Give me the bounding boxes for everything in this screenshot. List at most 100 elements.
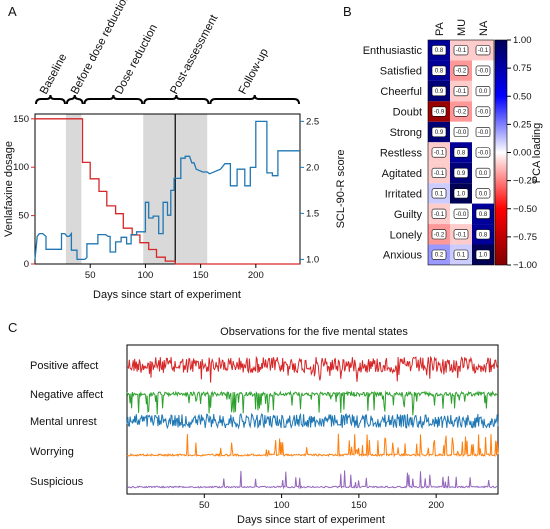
dosage-line: [35, 118, 300, 265]
colorbar-label: PCA loading: [531, 123, 543, 184]
phase-brace-1: [65, 94, 84, 105]
heatmap-cell-box-5-1: [453, 147, 469, 158]
heatmap-row-label-6: Agitated: [382, 168, 422, 180]
a-ytick-left-label-2: 100: [13, 162, 29, 173]
heatmap-cell-box-6-0: [431, 167, 447, 178]
heatmap-cell-box-1-2: [475, 65, 491, 76]
series-label-2: Mental unrest: [30, 416, 97, 428]
a-xtick-label-0: 50: [85, 270, 96, 281]
phase-label-0: Baseline: [38, 52, 69, 97]
heatmap-cell-box-8-0: [431, 208, 447, 219]
panel-c-chart: Observations for the five mental states …: [30, 326, 499, 526]
series-line-3: [126, 433, 499, 458]
a-xtick-label-1: 100: [137, 270, 153, 281]
heatmap-cell-box-1-1: [453, 65, 469, 76]
colorbar-tick-label-6: −0.50: [513, 204, 537, 215]
heatmap-cell-value-4-2: -0.0: [478, 130, 489, 136]
series-line-4: [126, 470, 498, 490]
heatmap-cell-box-0-2: [475, 45, 491, 56]
heatmap-cell-box-4-1: [453, 127, 469, 138]
heatmap-cell-value-8-0: -0.1: [434, 212, 445, 218]
colorbar-tick-label-8: −1.00: [513, 260, 537, 271]
heatmap-cell-value-9-1: -0.1: [456, 232, 467, 238]
heatmap-col-MU: MU: [456, 19, 468, 36]
heatmap-row-label-10: Anxious: [383, 250, 423, 262]
panel-a-ylabel-left: Venlafaxine dosage: [3, 141, 15, 237]
panel-letter-a: A: [8, 4, 17, 19]
colorbar-tick-label-4: 0.00: [513, 148, 532, 159]
heatmap-row-label-9: Lonely: [390, 229, 423, 241]
colorbar-tick-label-0: 1.00: [513, 35, 532, 46]
heatmap-col-PA: PA: [434, 21, 446, 36]
heatmap-cell-box-10-2: [475, 249, 491, 260]
heatmap-cell-box-0-0: [431, 45, 447, 56]
heatmap-cell-value-6-2: 0.0: [479, 171, 488, 177]
series-line-2: [126, 412, 499, 430]
colorbar-tick-label-3: 0.25: [513, 119, 532, 130]
heatmap-cell-value-2-1: -0.1: [456, 89, 467, 95]
panel-letter-c: C: [8, 320, 17, 335]
heatmap-cell-box-8-2: [475, 208, 491, 219]
heatmap-cell-box-3-1: [453, 106, 469, 117]
heatmap-cell-box-5-0: [431, 147, 447, 158]
series-label-4: Suspicious: [30, 476, 84, 488]
heatmap-cell-box-10-0: [431, 249, 447, 260]
heatmap-cell-box-2-0: [431, 86, 447, 97]
heatmap-cell-box-4-0: [431, 127, 447, 138]
a-xtick-label-2: 150: [193, 270, 209, 281]
heatmap-cell-value-2-0: 0.9: [435, 89, 444, 95]
heatmap-cell-value-3-2: -0.0: [478, 110, 489, 116]
heatmap-cell-box-9-1: [453, 229, 469, 240]
heatmap-cell-value-4-1: -0.0: [456, 130, 467, 136]
series-label-0: Positive affect: [30, 360, 98, 372]
phase-label-2: Dose reduction: [113, 22, 160, 96]
a-ytick-left-label-0: 0: [24, 259, 29, 270]
heatmap-cell-value-6-1: 0.9: [457, 171, 466, 177]
score-line: [34, 120, 300, 261]
phase-brace-2: [83, 94, 144, 105]
heatmap-cell-box-0-1: [453, 45, 469, 56]
heatmap-cell-value-9-0: -0.2: [434, 232, 445, 238]
heatmap-row-label-1: Satisfied: [380, 66, 422, 78]
panel-a-ylabel-right: SCL-90-R score: [335, 150, 347, 229]
a-xtick-label-3: 200: [248, 270, 264, 281]
series-label-1: Negative affect: [30, 389, 103, 401]
heatmap-cell-value-3-0: -0.9: [434, 110, 445, 116]
heatmap-cell-box-4-2: [475, 127, 491, 138]
heatmap-cell-value-1-1: -0.2: [456, 69, 467, 75]
heatmap-cell-box-7-0: [431, 188, 447, 199]
series-line-1: [126, 390, 499, 416]
c-xtick-label-3: 200: [428, 500, 444, 511]
phase-label-3: Post-assessment: [168, 12, 220, 96]
colorbar: [494, 39, 508, 266]
heatmap-cell-value-7-1: 1.0: [457, 191, 466, 197]
c-xtick-label-2: 150: [351, 500, 367, 511]
heatmap-cell-value-5-2: -0.0: [478, 150, 489, 156]
heatmap-cell-value-0-0: 0.8: [435, 48, 444, 54]
panel-a-frame: [34, 113, 301, 265]
heatmap-cell-box-3-0: [431, 106, 447, 117]
heatmap-cell-value-10-2: 1.0: [479, 253, 488, 259]
a-ytick-left-label-1: 50: [18, 211, 29, 222]
phase-brace-4: [209, 94, 300, 105]
heatmap-cell-value-0-2: -0.1: [478, 48, 489, 54]
heatmap-cell-value-7-0: 0.1: [435, 191, 444, 197]
heatmap-row-label-8: Guilty: [394, 209, 423, 221]
heatmap-cell-value-10-0: 0.2: [435, 253, 444, 259]
heatmap-cell-value-5-0: -0.1: [434, 150, 445, 156]
heatmap-cell-value-3-1: -0.2: [456, 110, 467, 116]
heatmap-cell-value-2-2: 0.0: [479, 89, 488, 95]
heatmap-cell-box-7-2: [475, 188, 491, 199]
heatmap-cell-value-10-1: 0.1: [457, 253, 466, 259]
heatmap-cell-box-6-2: [475, 167, 491, 178]
heatmap-cell-value-6-0: -0.1: [434, 171, 445, 177]
heatmap-row-label-0: Enthusiastic: [363, 45, 423, 57]
heatmap-cell-box-7-1: [453, 188, 469, 199]
heatmap-cell-box-10-1: [453, 249, 469, 260]
heatmap-cell-box-9-2: [475, 229, 491, 240]
panel-c-title: Observations for the five mental states: [220, 326, 408, 338]
heatmap-cell-value-1-0: 0.8: [435, 69, 444, 75]
colorbar-tick-label-5: −0.25: [513, 176, 537, 187]
colorbar-tick-label-7: −0.75: [513, 232, 537, 243]
